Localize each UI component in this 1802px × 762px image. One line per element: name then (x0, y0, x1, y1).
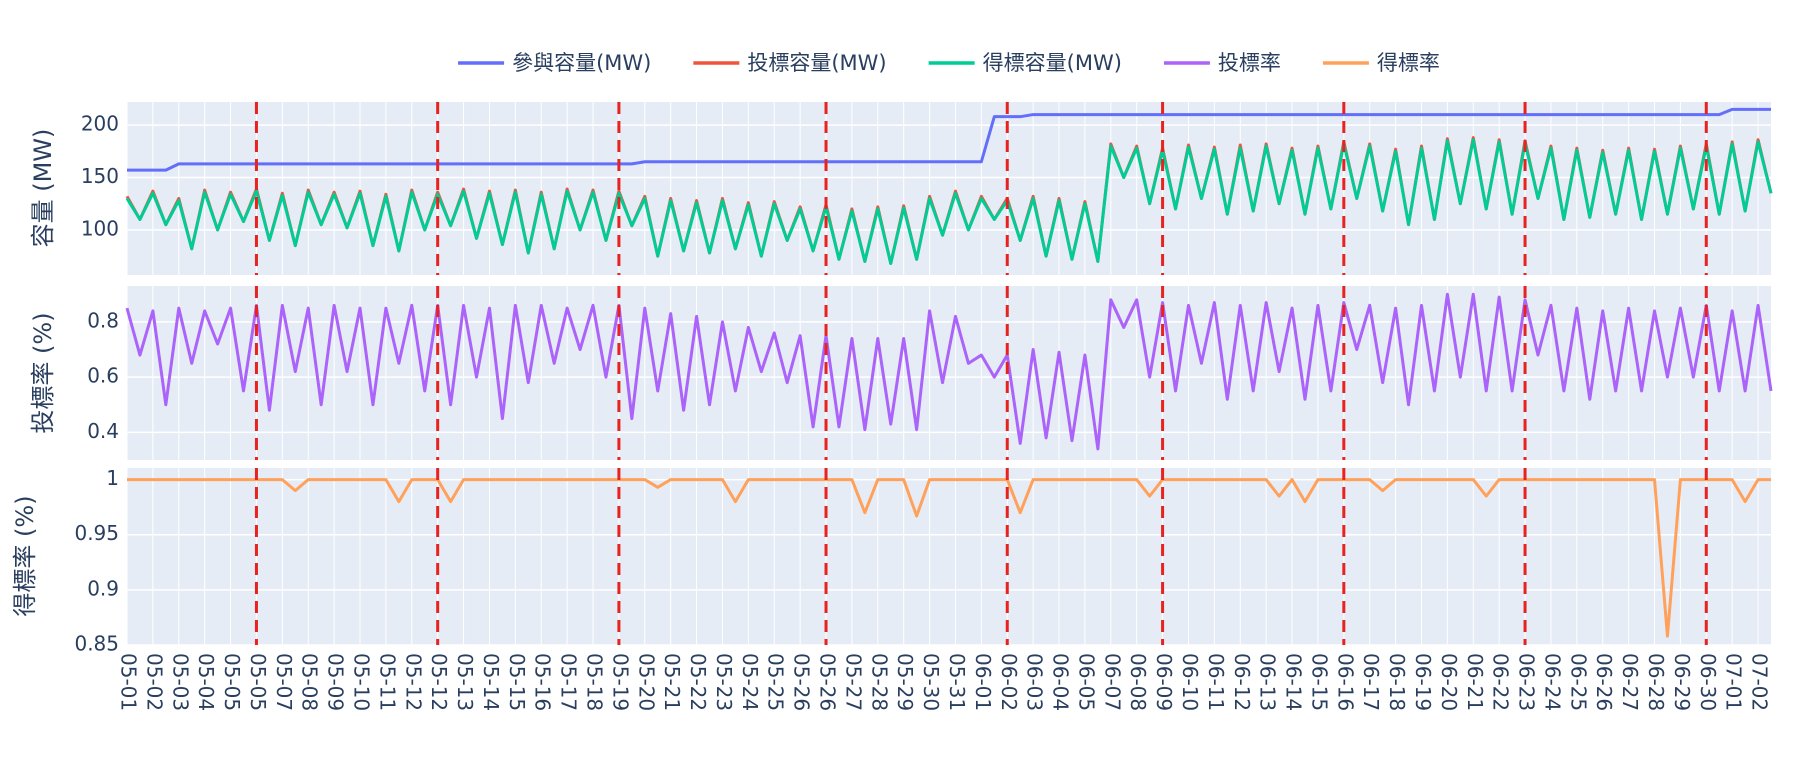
legend-label: 投標容量(MW) (747, 51, 886, 75)
x-tick-label: 07-02 (1748, 653, 1772, 711)
x-tick-label: 06-13 (1256, 653, 1280, 711)
x-tick-label: 05-20 (634, 653, 658, 711)
legend: 參與容量(MW) 投標容量(MW) 得標容量(MW) 投標率 得標率 (458, 51, 1440, 75)
legend-label: 投標率 (1218, 51, 1281, 75)
x-tick-label: 06-10 (1178, 653, 1202, 711)
x-tick-label: 06-30 (1696, 653, 1720, 711)
y-tick-label: 0.85 (74, 632, 119, 656)
x-tick-label: 05-03 (168, 653, 192, 711)
series-line (127, 478, 1771, 638)
legend-label: 得標容量(MW) (983, 51, 1122, 75)
y-tick-label: 150 (81, 164, 119, 188)
x-tick-label: 05-26 (790, 653, 814, 711)
x-tick-label: 06-16 (1333, 653, 1357, 711)
y3-axis-title: 得標率 (%) (11, 495, 39, 616)
x-tick-label: 05-29 (893, 653, 917, 711)
x-tick-label: 05-14 (479, 653, 503, 711)
x-tick-label: 05-16 (531, 653, 555, 711)
x-tick-label: 06-22 (1489, 653, 1513, 711)
y-tick-label: 0.8 (87, 308, 119, 332)
x-tick-label: 06-17 (1359, 653, 1383, 711)
x-tick-label: 05-19 (608, 653, 632, 711)
x-tick-label: 06-19 (1411, 653, 1435, 711)
x-tick-label: 06-03 (1023, 653, 1047, 711)
x-tick-label: 06-26 (1592, 653, 1616, 711)
x-tick-label: 06-08 (1126, 653, 1150, 711)
x-tick-label: 06-12 (1230, 653, 1254, 711)
x-tick-label: 05-25 (764, 653, 788, 711)
x-tick-label: 06-18 (1385, 653, 1409, 711)
x-tick-label: 05-09 (324, 653, 348, 711)
x-tick-label: 06-11 (1204, 653, 1228, 711)
x-tick-label: 05-27 (841, 653, 865, 711)
x-tick-label: 05-07 (272, 653, 296, 711)
x-tick-label: 05-21 (660, 653, 684, 711)
x-tick-label: 05-05 (246, 653, 270, 711)
series-line (125, 292, 1773, 451)
y-tick-label: 1 (106, 466, 119, 490)
x-tick-label: 06-27 (1618, 653, 1642, 711)
x-tick-label: 05-11 (375, 653, 399, 711)
x-tick-label: 05-31 (945, 653, 969, 711)
y2-axis-title: 投標率 (%) (29, 312, 57, 433)
x-tick-label: 05-23 (712, 653, 736, 711)
y-tick-label: 100 (81, 216, 119, 240)
series-line (125, 138, 1773, 265)
x-tick-label: 06-01 (971, 653, 995, 711)
legend-label: 參與容量(MW) (512, 51, 651, 75)
x-tick-label: 06-21 (1463, 653, 1487, 711)
x-tick-label: 05-18 (583, 653, 607, 711)
x-tick-label: 05-15 (505, 653, 529, 711)
series-line (127, 107, 1771, 172)
x-tick-label: 05-04 (194, 653, 218, 711)
x-tick-label: 07-01 (1722, 653, 1746, 711)
y-tick-label: 0.9 (87, 576, 119, 600)
x-tick-label: 05-08 (298, 653, 322, 711)
x-tick-label: 05-26 (816, 653, 840, 711)
x-tick-label: 06-09 (1152, 653, 1176, 711)
x-tick-label: 05-02 (142, 653, 166, 711)
x-tick-label: 05-22 (686, 653, 710, 711)
x-tick-label: 06-15 (1307, 653, 1331, 711)
x-tick-label: 05-12 (401, 653, 425, 711)
x-tick-label: 06-04 (1049, 653, 1073, 711)
y-tick-label: 0.95 (74, 521, 119, 545)
x-tick-label: 06-24 (1540, 653, 1564, 711)
x-tick-label: 06-05 (1074, 653, 1098, 711)
y-axis-title: 容量 (MW) (29, 129, 57, 248)
y-tick-label: 200 (81, 112, 119, 136)
x-tick-label: 06-28 (1644, 653, 1668, 711)
x-tick-label: 06-02 (997, 653, 1021, 711)
x-tick-label: 05-01 (117, 653, 141, 711)
x-tick-label: 06-29 (1670, 653, 1694, 711)
x-tick-label: 05-24 (738, 653, 762, 711)
x-tick-label: 06-14 (1282, 653, 1306, 711)
x-tick-label: 06-20 (1437, 653, 1461, 711)
x-tick-label: 06-23 (1515, 653, 1539, 711)
y-tick-label: 0.6 (87, 364, 119, 388)
x-tick-label: 05-30 (919, 653, 943, 711)
x-tick-label: 06-07 (1100, 653, 1124, 711)
legend-label: 得標率 (1377, 51, 1440, 75)
x-tick-label: 05-13 (453, 653, 477, 711)
x-tick-label: 05-05 (220, 653, 244, 711)
x-tick-label: 06-25 (1566, 653, 1590, 711)
x-tick-label: 05-28 (867, 653, 891, 711)
x-tick-label: 05-10 (350, 653, 374, 711)
y-tick-label: 0.4 (87, 419, 119, 443)
x-tick-label: 05-17 (557, 653, 581, 711)
x-tick-label: 05-12 (427, 653, 451, 711)
